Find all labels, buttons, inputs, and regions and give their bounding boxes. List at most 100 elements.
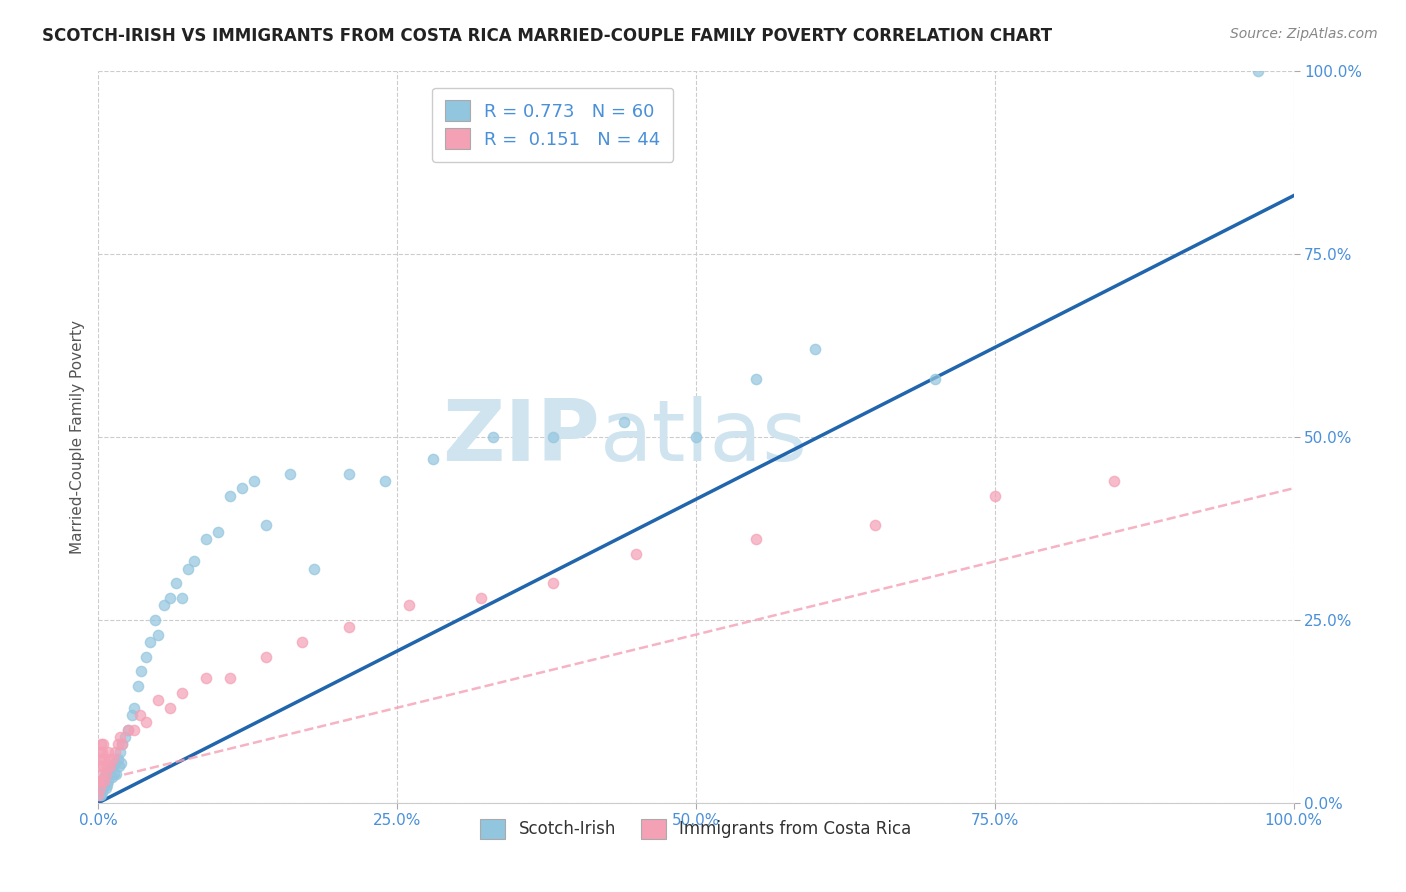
Point bbox=[97, 773, 120, 788]
Point bbox=[94, 766, 117, 780]
Point bbox=[626, 547, 648, 561]
Point bbox=[111, 737, 134, 751]
Point bbox=[127, 679, 149, 693]
Point bbox=[98, 763, 122, 777]
Point bbox=[219, 489, 242, 503]
Point bbox=[172, 591, 194, 605]
Point bbox=[278, 467, 301, 481]
Point bbox=[91, 745, 114, 759]
Point bbox=[97, 745, 120, 759]
Point bbox=[104, 745, 127, 759]
Point bbox=[153, 599, 176, 613]
Point bbox=[339, 467, 361, 481]
Point bbox=[131, 664, 153, 678]
Point bbox=[124, 700, 146, 714]
Point bbox=[984, 489, 1007, 503]
Point bbox=[195, 533, 218, 547]
Point bbox=[90, 737, 112, 751]
Point bbox=[107, 759, 129, 773]
Point bbox=[91, 773, 114, 788]
Point bbox=[1247, 64, 1270, 78]
Point bbox=[254, 649, 277, 664]
Point bbox=[195, 672, 218, 686]
Text: Source: ZipAtlas.com: Source: ZipAtlas.com bbox=[1230, 27, 1378, 41]
Point bbox=[1104, 474, 1126, 488]
Point bbox=[90, 778, 112, 792]
Point bbox=[745, 371, 768, 385]
Point bbox=[422, 452, 444, 467]
Point bbox=[94, 781, 117, 796]
Point bbox=[89, 781, 111, 796]
Point bbox=[114, 730, 136, 744]
Point bbox=[177, 562, 200, 576]
Point bbox=[87, 773, 110, 788]
Point bbox=[219, 672, 242, 686]
Point bbox=[541, 576, 564, 591]
Point bbox=[685, 430, 707, 444]
Point bbox=[108, 745, 131, 759]
Point bbox=[89, 745, 111, 759]
Point bbox=[291, 635, 314, 649]
Point bbox=[87, 789, 110, 803]
Point bbox=[207, 525, 229, 540]
Point bbox=[924, 371, 946, 385]
Legend: Scotch-Irish, Immigrants from Costa Rica: Scotch-Irish, Immigrants from Costa Rica bbox=[474, 812, 918, 846]
Point bbox=[243, 474, 266, 488]
Point bbox=[139, 635, 162, 649]
Point bbox=[89, 759, 111, 773]
Point bbox=[90, 773, 112, 788]
Point bbox=[541, 430, 564, 444]
Point bbox=[148, 627, 170, 641]
Point bbox=[129, 708, 152, 723]
Point bbox=[96, 759, 118, 773]
Point bbox=[100, 770, 122, 784]
Point bbox=[90, 752, 112, 766]
Point bbox=[254, 517, 277, 532]
Y-axis label: Married-Couple Family Poverty: Married-Couple Family Poverty bbox=[69, 320, 84, 554]
Point bbox=[398, 599, 420, 613]
Point bbox=[91, 759, 114, 773]
Point bbox=[231, 481, 253, 495]
Point bbox=[91, 781, 114, 796]
Point bbox=[613, 416, 636, 430]
Point bbox=[135, 649, 157, 664]
Point bbox=[90, 789, 112, 803]
Point bbox=[107, 737, 129, 751]
Point bbox=[94, 766, 117, 780]
Point bbox=[107, 752, 129, 766]
Point bbox=[93, 773, 115, 788]
Point bbox=[98, 759, 122, 773]
Point bbox=[98, 766, 121, 780]
Point bbox=[159, 591, 181, 605]
Point bbox=[117, 723, 139, 737]
Point bbox=[124, 723, 146, 737]
Point bbox=[93, 770, 115, 784]
Point bbox=[110, 756, 132, 770]
Text: ZIP: ZIP bbox=[443, 395, 600, 479]
Text: atlas: atlas bbox=[600, 395, 808, 479]
Point bbox=[481, 430, 505, 444]
Point bbox=[804, 343, 827, 357]
Point bbox=[98, 752, 121, 766]
Point bbox=[103, 766, 125, 780]
Point bbox=[339, 620, 361, 634]
Point bbox=[165, 576, 187, 591]
Point bbox=[111, 737, 134, 751]
Point bbox=[143, 613, 166, 627]
Point bbox=[101, 752, 124, 766]
Point bbox=[302, 562, 325, 576]
Point bbox=[93, 778, 115, 792]
Point bbox=[148, 693, 170, 707]
Point bbox=[121, 708, 143, 723]
Point bbox=[470, 591, 492, 605]
Point bbox=[183, 554, 205, 568]
Point bbox=[101, 759, 124, 773]
Point bbox=[89, 789, 111, 803]
Point bbox=[104, 756, 127, 770]
Point bbox=[745, 533, 768, 547]
Point bbox=[93, 752, 115, 766]
Point bbox=[159, 700, 181, 714]
Point bbox=[108, 730, 131, 744]
Point bbox=[105, 766, 128, 780]
Point bbox=[91, 785, 114, 799]
